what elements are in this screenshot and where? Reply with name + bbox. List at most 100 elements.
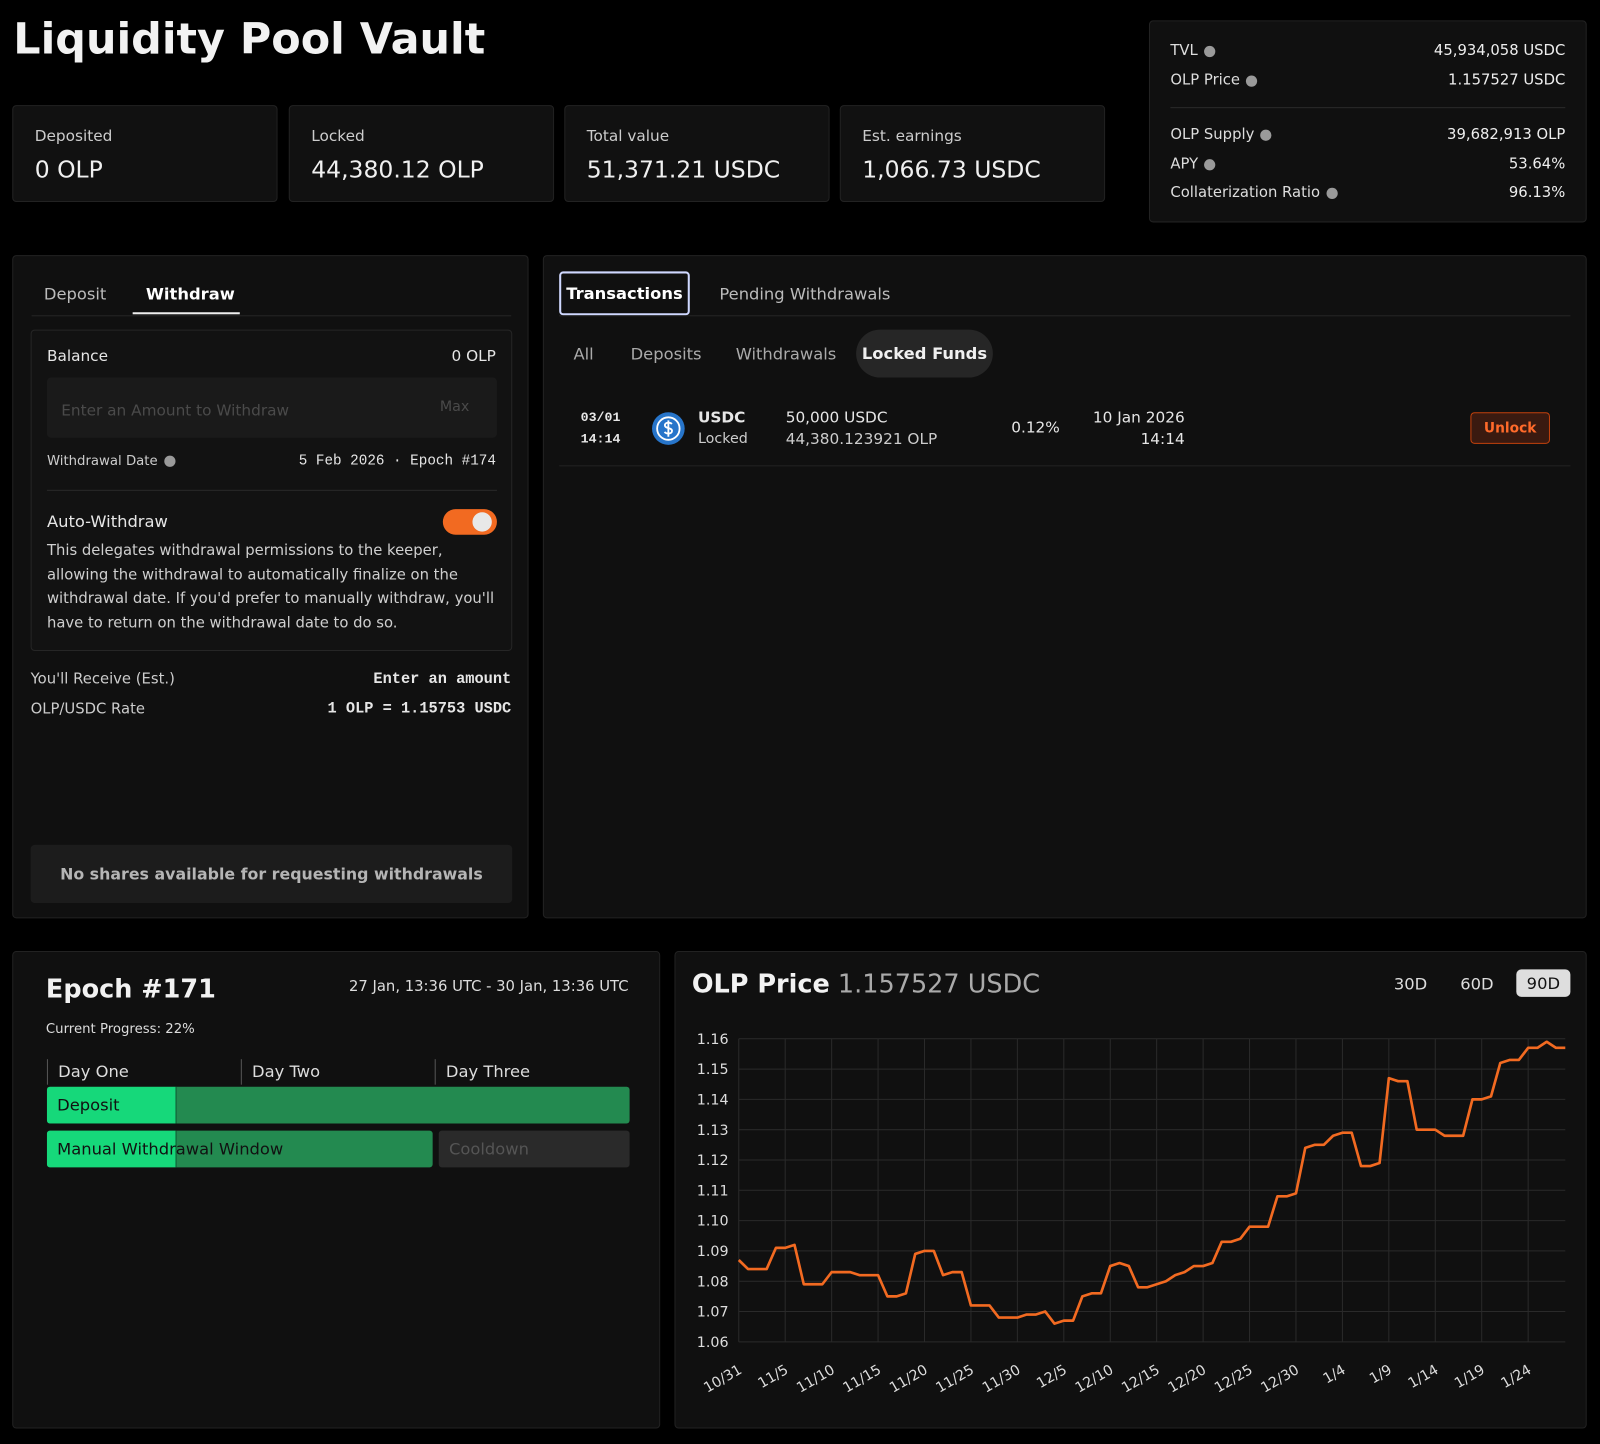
info-label: Collaterization Ratio <box>1170 184 1338 202</box>
withdrawal-date-label: Withdrawal Date <box>47 454 175 469</box>
stat-value: 51,371.21 USDC <box>586 157 781 184</box>
epoch-title: Epoch #171 <box>45 973 216 1004</box>
auto-withdraw-toggle[interactable] <box>442 509 497 535</box>
x-tick-label: 1/24 <box>1498 1362 1534 1392</box>
info-value: 45,934,058 USDC <box>1433 42 1566 60</box>
stat-value: 0 OLP <box>34 157 103 184</box>
info-label: OLP Price <box>1170 72 1258 89</box>
x-tick-label: 11/5 <box>756 1362 792 1392</box>
range-button[interactable]: 60D <box>1460 973 1494 994</box>
input-placeholder: Enter an Amount to Withdraw <box>61 401 290 420</box>
transaction-row: 03/01 14:14 USDC Locked 50,000 USDC 44,3… <box>559 389 1571 467</box>
divider <box>1170 107 1566 109</box>
auto-withdraw-label: Auto-Withdraw <box>46 511 168 532</box>
x-tick-label: 1/4 <box>1321 1362 1349 1387</box>
transactions-panel: Transactions Pending Withdrawals All Dep… <box>542 255 1587 919</box>
stat-value: 1,066.73 USDC <box>862 157 1041 184</box>
rate-value: 1 OLP = 1.15753 USDC <box>327 700 512 718</box>
x-tick-label: 12/20 <box>1166 1362 1210 1396</box>
range-button-active[interactable]: 90D <box>1516 969 1571 997</box>
tx-shares: 44,380.123921 OLP <box>785 429 938 448</box>
day-tick <box>240 1059 242 1085</box>
stat-card: Est. earnings 1,066.73 USDC <box>839 105 1106 203</box>
tx-fee: 0.12% <box>1011 418 1060 437</box>
range-button[interactable]: 30D <box>1393 973 1428 994</box>
x-tick-label: 10/31 <box>701 1362 745 1396</box>
balance-label: Balance <box>46 346 108 366</box>
unlock-button[interactable]: Unlock <box>1470 412 1550 444</box>
x-tick-label: 1/14 <box>1406 1362 1442 1392</box>
button-text: Unlock <box>1483 419 1537 437</box>
withdrawal-phase <box>46 1130 433 1168</box>
info-value: 1.157527 USDC <box>1448 72 1566 89</box>
filter[interactable]: Withdrawals <box>735 344 837 364</box>
price-line <box>737 1040 1566 1325</box>
tx-unlock-time: 14:14 <box>1140 429 1185 448</box>
x-tick-label: 12/10 <box>1073 1362 1117 1396</box>
phase-label: Deposit <box>57 1095 120 1115</box>
range-text: 90D <box>1526 973 1561 993</box>
tab[interactable]: Pending Withdrawals <box>719 284 891 304</box>
info-panel: TVL 45,934,058 USDC OLP Price 1.157527 USDC… <box>1148 20 1587 223</box>
x-tick-label: 1/19 <box>1452 1362 1488 1392</box>
y-tick-label: 1.13 <box>697 1123 729 1139</box>
tx-time: 14:14 <box>580 431 621 447</box>
progress-value: 22% <box>165 1021 195 1038</box>
stat-card: Locked 44,380.12 OLP <box>288 105 555 203</box>
price-chart: 1.06 1.07 1.08 1.09 1.10 1.11 1.12 1.13 1.14 1.15… <box>697 1032 1566 1396</box>
info-label: OLP Supply <box>1170 127 1272 143</box>
x-tick-label: 11/15 <box>841 1362 885 1396</box>
x-tick-label: 11/10 <box>794 1362 838 1396</box>
tx-status: Locked <box>697 430 748 447</box>
toggle-knob <box>472 512 492 532</box>
icon-ring <box>656 416 681 441</box>
icon-glyph <box>663 420 673 437</box>
day-tick <box>434 1059 436 1085</box>
usdc-icon <box>652 412 685 445</box>
day-label: Day Two <box>252 1061 321 1082</box>
x-tick-label: 12/30 <box>1258 1362 1302 1396</box>
info-label: APY <box>1170 156 1216 172</box>
info-value: 96.13% <box>1508 184 1566 202</box>
epoch-panel: Epoch #171 27 Jan, 13:36 UTC - 30 Jan, 1… <box>12 951 661 1429</box>
label-text: Collaterization Ratio <box>1170 184 1321 202</box>
x-tick-label: 11/25 <box>933 1362 977 1396</box>
filter-text: Locked Funds <box>861 343 988 364</box>
label-text: OLP Price <box>1170 72 1241 89</box>
tab-active[interactable]: Transactions <box>559 271 690 316</box>
divider <box>559 315 1571 317</box>
withdrawal-date: 5 Feb 2026 · Epoch #174 <box>298 453 496 470</box>
y-tick-label: 1.12 <box>697 1153 729 1169</box>
day-label: Day Three <box>445 1061 531 1082</box>
y-tick-label: 1.08 <box>697 1274 729 1290</box>
info-icon <box>163 455 175 467</box>
receive-label: You'll Receive (Est.) <box>30 671 175 688</box>
amount-input[interactable]: Enter an Amount to Withdraw Max <box>46 377 497 438</box>
tab[interactable]: Deposit <box>43 284 107 304</box>
withdraw-button[interactable]: No shares available for requesting withd… <box>30 844 513 904</box>
divider <box>31 315 512 317</box>
stat-card: Deposited 0 OLP <box>12 105 278 203</box>
filter[interactable]: All <box>573 344 594 364</box>
stat-value: 44,380.12 OLP <box>311 157 484 184</box>
tx-asset: USDC <box>697 408 746 427</box>
balance-value: 0 OLP <box>451 346 496 366</box>
info-icon <box>1326 187 1338 199</box>
y-tick-label: 1.15 <box>697 1062 729 1078</box>
stat-card: Total value 51,371.21 USDC <box>564 105 830 203</box>
tab-active[interactable]: Withdraw <box>145 284 235 304</box>
y-tick-label: 1.09 <box>697 1244 729 1260</box>
phase-label: Manual Withdrawal Window <box>57 1139 284 1159</box>
filter[interactable]: Deposits <box>630 344 702 364</box>
max-button[interactable]: Max <box>439 398 470 416</box>
info-icon <box>1203 45 1216 57</box>
x-tick-label: 12/25 <box>1212 1362 1256 1396</box>
withdraw-panel: Deposit Withdraw Balance 0 OLP Enter an … <box>12 255 529 919</box>
filter-active[interactable]: Locked Funds <box>856 329 993 378</box>
progress-marker <box>175 1086 177 1124</box>
stat-label: Deposited <box>34 126 113 145</box>
progress-label: Current Progress: <box>45 1021 162 1038</box>
